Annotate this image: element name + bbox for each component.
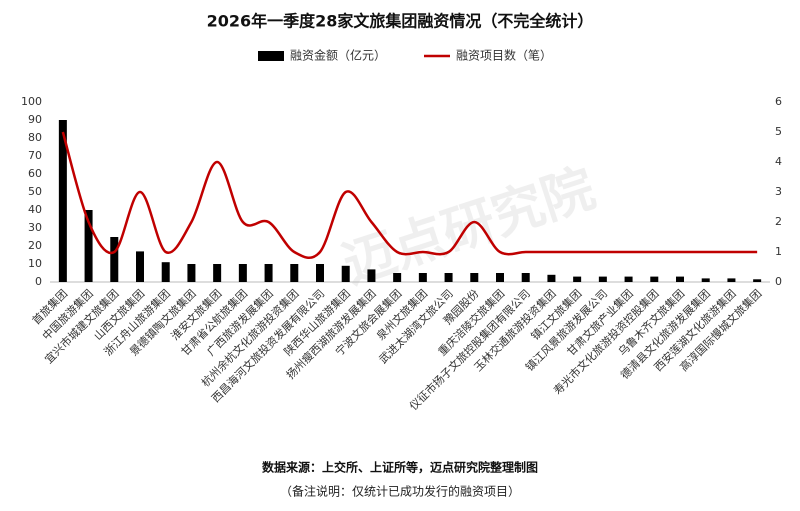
bar [676, 276, 684, 282]
y-tick-label: 0 [35, 275, 42, 288]
legend-label: 融资项目数（笔） [456, 48, 552, 63]
y2-tick-label: 1 [775, 245, 782, 258]
y-tick-label: 40 [28, 203, 42, 216]
bar [264, 264, 273, 282]
y-tick-label: 80 [28, 131, 42, 144]
bar [470, 273, 479, 282]
note: （备注说明：仅统计已成功发行的融资项目） [280, 484, 520, 499]
y-tick-label: 90 [28, 113, 42, 126]
y-tick-label: 10 [28, 257, 42, 270]
y2-tick-label: 2 [775, 215, 782, 228]
bar [316, 264, 324, 282]
y-tick-label: 70 [28, 149, 42, 162]
bar [521, 273, 530, 282]
bar [110, 237, 119, 282]
y-tick-label: 60 [28, 167, 42, 180]
bar [367, 269, 376, 282]
bar [444, 273, 453, 282]
y-tick-label: 30 [28, 221, 42, 234]
y-tick-label: 50 [28, 185, 42, 198]
bar [187, 264, 196, 282]
bar [136, 251, 144, 282]
bar [547, 274, 556, 282]
legend-label: 融资金额（亿元） [290, 48, 386, 63]
bar [496, 273, 504, 282]
source: 数据来源：上交所、上证所等，迈点研究院整理制图 [262, 460, 538, 475]
bar [161, 262, 170, 282]
y-tick-label: 20 [28, 239, 42, 252]
bar [650, 276, 659, 282]
y2-tick-label: 4 [775, 155, 782, 168]
bar [341, 265, 350, 282]
bar [290, 264, 299, 282]
y2-tick-label: 5 [775, 125, 782, 138]
y2-tick-label: 3 [775, 185, 782, 198]
line [61, 131, 758, 259]
bar [753, 279, 762, 282]
bar [418, 273, 427, 282]
bar [238, 264, 247, 282]
bar [727, 278, 736, 282]
y2-tick-label: 0 [775, 275, 782, 288]
bar [84, 210, 93, 282]
bar [393, 273, 402, 282]
y2-tick-label: 6 [775, 95, 782, 108]
bar [598, 276, 607, 282]
bar [213, 264, 222, 282]
bar [701, 278, 710, 282]
bar [573, 276, 582, 282]
bar [58, 120, 67, 282]
legend-swatch [258, 51, 284, 61]
bar [624, 276, 633, 282]
y-tick-label: 100 [21, 95, 42, 108]
chart-title: 2026年一季度28家文旅集团融资情况（不完全统计） [207, 12, 594, 31]
